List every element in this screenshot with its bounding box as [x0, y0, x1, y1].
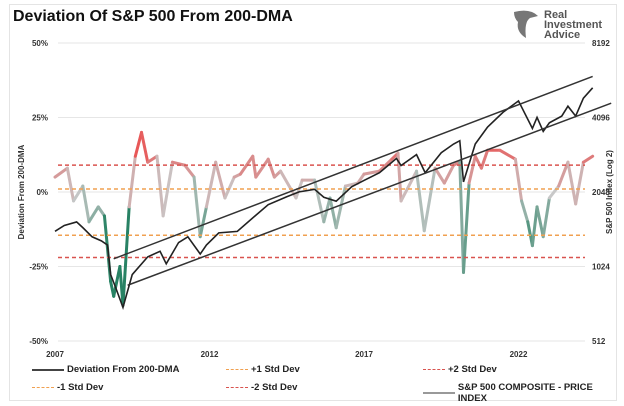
deviation-segment [87, 205, 100, 224]
deviation-segment [473, 154, 483, 170]
deviation-segment [53, 166, 69, 179]
legend-minus2: -2 Std Dev [226, 382, 297, 393]
eagle-logo-icon [514, 10, 538, 38]
deviation-segment [328, 196, 338, 230]
legend-sp500: S&P 500 COMPOSITE - PRICE INDEX [423, 382, 624, 404]
deviation-segment [170, 160, 187, 167]
logo: Real Investment Advice [510, 8, 602, 42]
deviation-segment [535, 205, 545, 239]
deviation-segment [415, 169, 426, 233]
deviation-segment [557, 160, 570, 188]
legend-deviation: Deviation From 200-DMA [32, 364, 179, 375]
chart-frame [9, 4, 617, 401]
deviation-segment [479, 148, 490, 170]
deviation-segment [377, 157, 394, 173]
deviation-segment [81, 184, 91, 224]
deviation-segment [566, 160, 578, 206]
deviation-segment [140, 130, 150, 164]
deviation-segment [461, 181, 471, 274]
y2-tick-label: 4096 [592, 114, 610, 123]
deviation-segment [204, 160, 218, 209]
deviation-segment [155, 154, 165, 218]
y-tick-label: 25% [32, 114, 48, 123]
trend-channel-upper [113, 75, 593, 260]
deviation-segment [547, 184, 561, 200]
deviation-segment [65, 166, 76, 203]
legend-label: +2 Std Dev [448, 364, 497, 375]
logo-line3: Advice [544, 29, 581, 41]
x-tick-label: 2012 [201, 350, 219, 359]
legend-label: +1 Std Dev [251, 364, 300, 375]
deviation-segment [399, 169, 419, 203]
deviation-segment [161, 160, 174, 218]
legend-label: Deviation From 200-DMA [67, 364, 180, 375]
deviation-segment [498, 148, 517, 161]
deviation-segment [254, 157, 270, 179]
y-axis-title: Deviation From 200-DMA [17, 144, 26, 239]
deviation-segment [422, 166, 437, 233]
deviation-segment [343, 181, 360, 188]
y2-tick-label: 1024 [592, 263, 610, 272]
y-tick-label: -25% [29, 263, 48, 272]
deviation-segment [183, 163, 196, 179]
y-tick-label: 0% [36, 188, 48, 197]
deviation-segment [513, 157, 524, 203]
deviation-segment [458, 160, 465, 274]
trend-channel-lower [127, 102, 612, 286]
deviation-segment [198, 205, 208, 239]
y-tick-label: 50% [32, 39, 48, 48]
logo-line2: Investment [544, 19, 603, 31]
deviation-segment [356, 172, 366, 185]
deviation-segment [121, 205, 131, 307]
legend-label: S&P 500 COMPOSITE - PRICE INDEX [457, 382, 593, 404]
deviation-segment [313, 178, 326, 224]
deviation-segment [214, 160, 227, 200]
deviation-segment [530, 205, 539, 248]
legend-label: -1 Std Dev [57, 382, 104, 393]
deviation-segment [251, 154, 258, 179]
deviation-segment [266, 157, 276, 179]
y2-axis-title: S&P 500 Index (Log 2) [605, 150, 614, 234]
deviation-segment [581, 154, 595, 164]
sp500-price-line [54, 87, 594, 310]
deviation-segment [238, 154, 255, 176]
x-tick-label: 2022 [510, 350, 528, 359]
deviation-segment [96, 205, 106, 218]
deviation-segment [433, 166, 446, 185]
deviation-segment [520, 199, 530, 224]
deviation-segment [146, 154, 159, 164]
deviation-segment [362, 169, 381, 176]
deviation-segment [541, 196, 551, 239]
deviation-segment [442, 163, 456, 185]
x-tick-label: 2017 [355, 350, 373, 359]
deviation-segment [574, 160, 585, 206]
logo-line1: Real [544, 9, 568, 21]
deviation-segment [223, 175, 236, 200]
chart-title: Deviation Of S&P 500 From 200-DMA [13, 8, 293, 25]
legend-minus1: -1 Std Dev [32, 382, 103, 393]
legend-label: -2 Std Dev [251, 382, 298, 393]
y-tick-label: -50% [29, 337, 48, 346]
legend-plus1: +1 Std Dev [226, 364, 300, 375]
legend-plus2: +2 Std Dev [423, 364, 497, 375]
y2-tick-label: 8192 [592, 39, 610, 48]
deviation-segment [467, 154, 477, 185]
y2-tick-label: 2048 [592, 188, 610, 197]
x-tick-label: 2007 [46, 350, 64, 359]
deviation-segment [127, 154, 137, 209]
deviation-segment [133, 130, 144, 158]
y2-tick-label: 512 [592, 337, 606, 346]
